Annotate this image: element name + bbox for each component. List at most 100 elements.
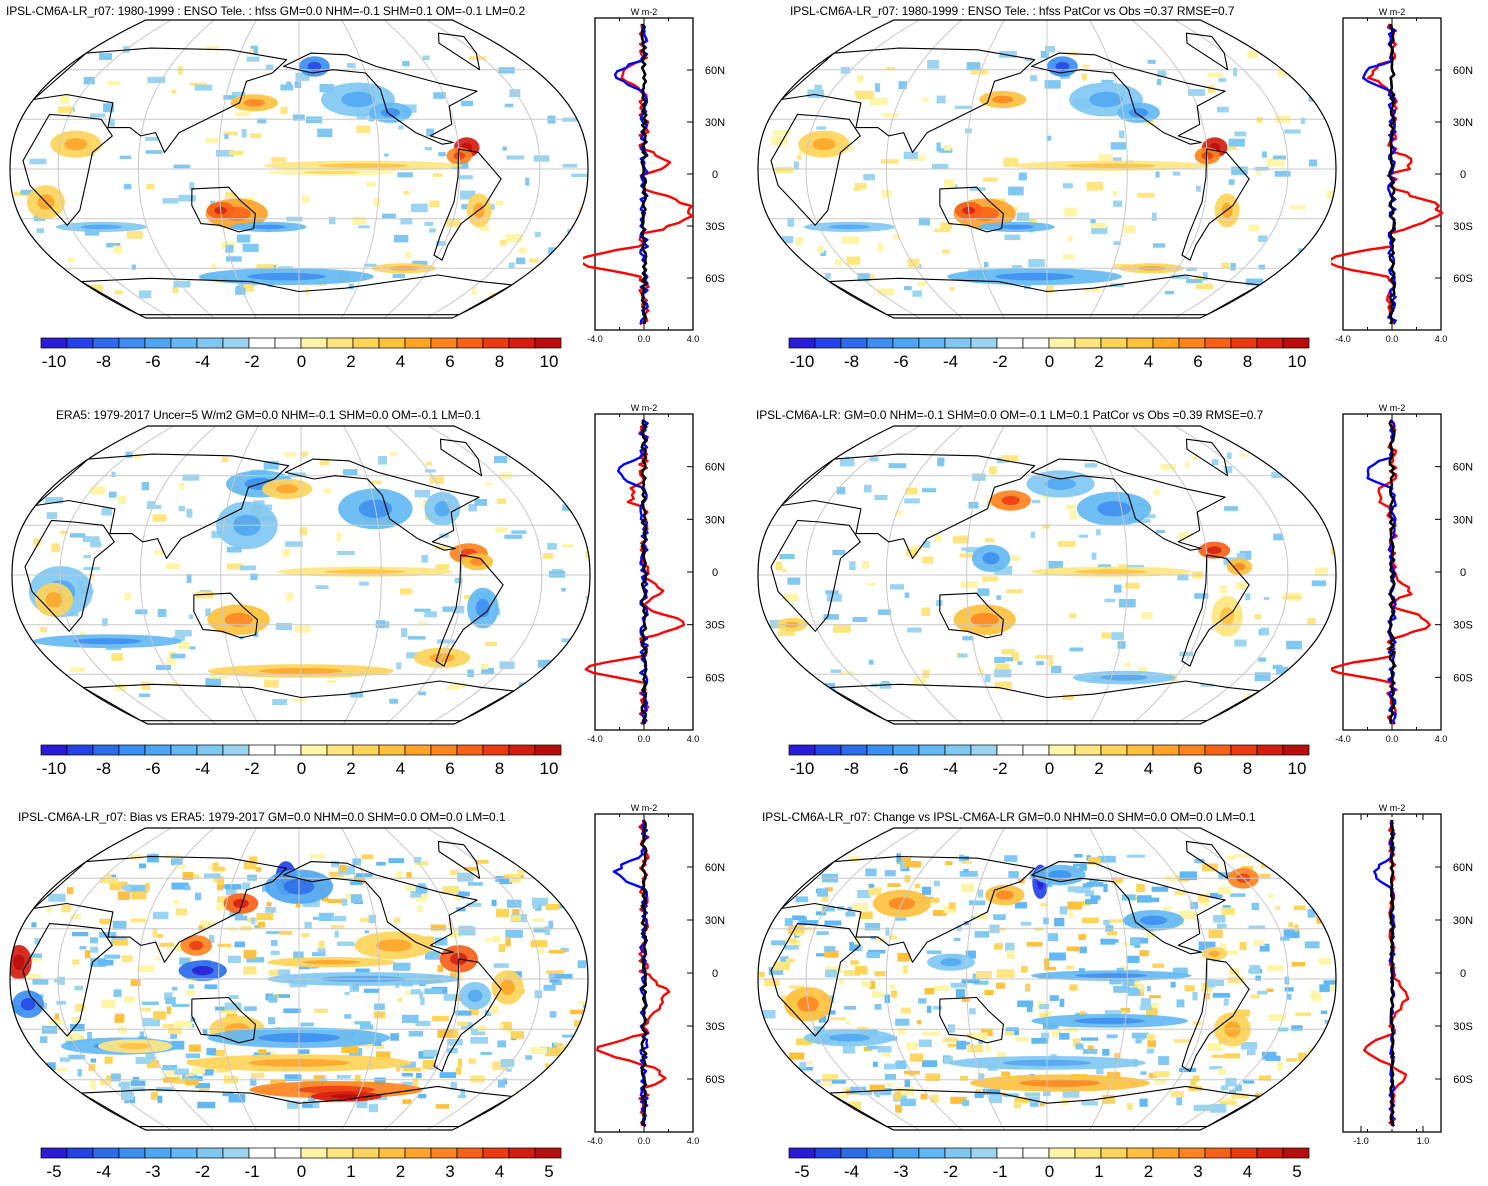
- colorbar-swatch: [66, 337, 94, 349]
- coastline: [1181, 958, 1250, 1072]
- zonal-x-label: 0.0: [638, 334, 651, 344]
- anomaly-patch: [554, 973, 573, 979]
- anomaly-core: [302, 959, 360, 965]
- anomaly-patch: [266, 931, 284, 935]
- anomaly-patch: [849, 561, 856, 571]
- anomaly-patch: [1266, 988, 1274, 992]
- anomaly-patch: [1253, 940, 1265, 946]
- anomaly-patch: [195, 591, 214, 599]
- anomaly-patch: [435, 1104, 450, 1109]
- anomaly-patch: [975, 971, 993, 979]
- anomaly-patch: [216, 866, 226, 872]
- anomaly-patch: [994, 669, 1012, 678]
- anomaly-patch: [354, 1021, 371, 1025]
- anomaly-core: [1089, 91, 1123, 108]
- zonal-mean-line: [1388, 23, 1396, 325]
- anomaly-patch: [1176, 1097, 1183, 1106]
- anomaly-patch: [533, 155, 550, 162]
- anomaly-patch: [398, 125, 404, 130]
- colorbar-tick-label: 8: [494, 759, 505, 778]
- anomaly-patch: [1126, 1103, 1133, 1110]
- colorbar-swatch: [534, 744, 562, 756]
- anomaly-core: [1208, 950, 1220, 957]
- anomaly-patch: [996, 969, 1015, 978]
- anomaly-patch: [397, 172, 413, 178]
- anomaly-patch: [787, 217, 795, 227]
- anomaly-patch: [1308, 159, 1318, 167]
- anomaly-patch: [1062, 1090, 1080, 1098]
- colorbar-swatch: [814, 337, 842, 349]
- anomaly-core: [1074, 1017, 1145, 1024]
- anomaly-patch: [175, 629, 192, 637]
- colorbar-tick-label: -2: [992, 759, 1008, 778]
- anomaly-patch: [1147, 1040, 1156, 1048]
- anomaly-patch: [1146, 1034, 1156, 1040]
- anomaly-patch: [869, 980, 875, 990]
- anomaly-patch: [1137, 192, 1155, 198]
- anomaly-patch: [822, 906, 835, 912]
- anomaly-patch: [224, 1002, 242, 1011]
- zonal-lat-label: 0: [1460, 169, 1466, 181]
- anomaly-patch: [178, 641, 190, 650]
- anomaly-patch: [534, 231, 541, 237]
- anomaly-patch: [854, 938, 859, 945]
- anomaly-patch: [1083, 288, 1101, 292]
- anomaly-patch: [250, 45, 258, 55]
- anomaly-patch: [99, 932, 117, 938]
- anomaly-patch: [432, 173, 443, 177]
- anomaly-patch: [1024, 57, 1033, 62]
- colorbar-tick-label: 8: [494, 352, 505, 371]
- anomaly-patch: [120, 1091, 134, 1100]
- anomaly-patch: [264, 679, 279, 688]
- anomaly-patch: [533, 903, 539, 910]
- anomaly-patch: [1176, 999, 1185, 1008]
- anomaly-patch: [1113, 200, 1122, 207]
- anomaly-patch: [881, 1053, 891, 1057]
- anomaly-patch: [36, 228, 45, 234]
- anomaly-patch: [478, 1024, 486, 1032]
- anomaly-patch: [1048, 933, 1058, 942]
- anomaly-patch: [205, 678, 222, 687]
- anomaly-patch: [933, 985, 949, 991]
- anomaly-patch: [542, 553, 554, 559]
- anomaly-patch: [944, 179, 955, 189]
- anomaly-core: [275, 484, 299, 494]
- colorbar-tick-label: -8: [843, 759, 860, 778]
- anomaly-patch: [1050, 665, 1062, 674]
- colorbar-tick-label: -2: [244, 759, 260, 778]
- colorbar-swatch: [352, 1147, 380, 1159]
- panel-5: IPSL-CM6A-LR_r07: Bias vs ERA5: 1979-201…: [0, 800, 744, 1181]
- colorbar-swatch: [840, 1147, 868, 1159]
- anomaly-patch: [866, 952, 880, 959]
- meridian-line: [137, 20, 215, 318]
- anomaly-patch: [217, 883, 224, 891]
- anomaly-patch: [840, 67, 851, 74]
- anomaly-patch: [796, 155, 802, 160]
- anomaly-core: [1139, 915, 1168, 925]
- anomaly-patch: [414, 856, 422, 863]
- anomaly-patch: [493, 963, 509, 968]
- coastline: [439, 438, 483, 477]
- zonal-model-line: [1331, 23, 1444, 325]
- anomaly-patch: [495, 527, 508, 533]
- anomaly-patch: [1067, 886, 1084, 892]
- anomaly-patch: [1090, 219, 1096, 224]
- anomaly-patch: [68, 257, 74, 263]
- anomaly-patch: [178, 194, 196, 202]
- anomaly-patch: [1026, 1004, 1033, 1012]
- anomaly-patch: [1248, 925, 1265, 930]
- anomaly-patch: [471, 1028, 486, 1036]
- colorbar-tick-label: 0: [1044, 759, 1055, 778]
- anomaly-patch: [151, 1091, 158, 1100]
- anomaly-patch: [974, 913, 987, 920]
- colorbar-swatch: [1074, 337, 1102, 349]
- anomaly-patch: [300, 1022, 314, 1027]
- anomaly-patch: [405, 990, 414, 995]
- anomaly-patch: [894, 917, 907, 921]
- anomaly-patch: [346, 63, 356, 68]
- anomaly-core: [74, 638, 141, 645]
- anomaly-patch: [1041, 1032, 1050, 1039]
- colorbar-swatch: [508, 337, 536, 349]
- map-border: [11, 425, 591, 725]
